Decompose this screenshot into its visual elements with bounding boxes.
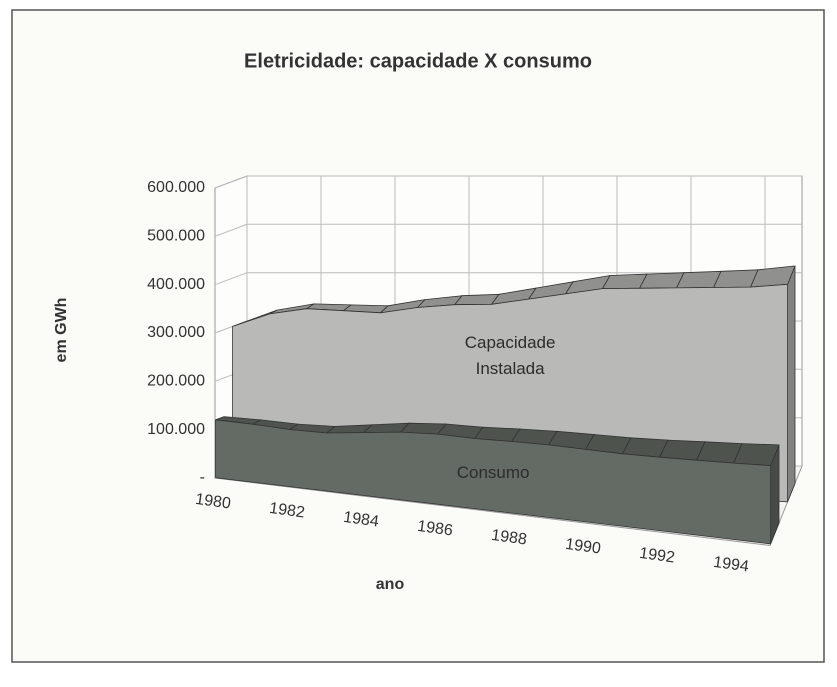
- y-axis-title: em GWh: [53, 298, 70, 363]
- x-tick-label: 1984: [342, 509, 380, 531]
- chart-title: Eletricidade: capacidade X consumo: [244, 50, 592, 72]
- x-tick-label: 1992: [638, 545, 676, 567]
- y-tick-label: 300.000: [147, 324, 205, 341]
- x-axis-title: ano: [376, 576, 405, 593]
- series-label: Consumo: [456, 463, 530, 483]
- ribbon-side: [787, 265, 796, 502]
- y-tick-label: -: [200, 469, 205, 486]
- series-label: Capacidade Instalada: [464, 333, 556, 379]
- y-tick-label: 600.000: [147, 179, 205, 196]
- x-tick-label: 1988: [490, 527, 528, 549]
- x-tick-label: 1982: [268, 500, 306, 522]
- y-tick-label: 100.000: [147, 421, 205, 438]
- ribbon-top: [733, 443, 780, 467]
- x-tick-label: 1980: [194, 491, 232, 513]
- x-tick-label: 1994: [712, 554, 750, 576]
- x-tick-label: 1990: [564, 536, 602, 558]
- area: [215, 419, 771, 545]
- y-tick-label: 400.000: [147, 276, 205, 293]
- y-tick-label: 200.000: [147, 373, 205, 390]
- y-tick-label: 500.000: [147, 228, 205, 245]
- x-tick-label: 1986: [416, 518, 454, 540]
